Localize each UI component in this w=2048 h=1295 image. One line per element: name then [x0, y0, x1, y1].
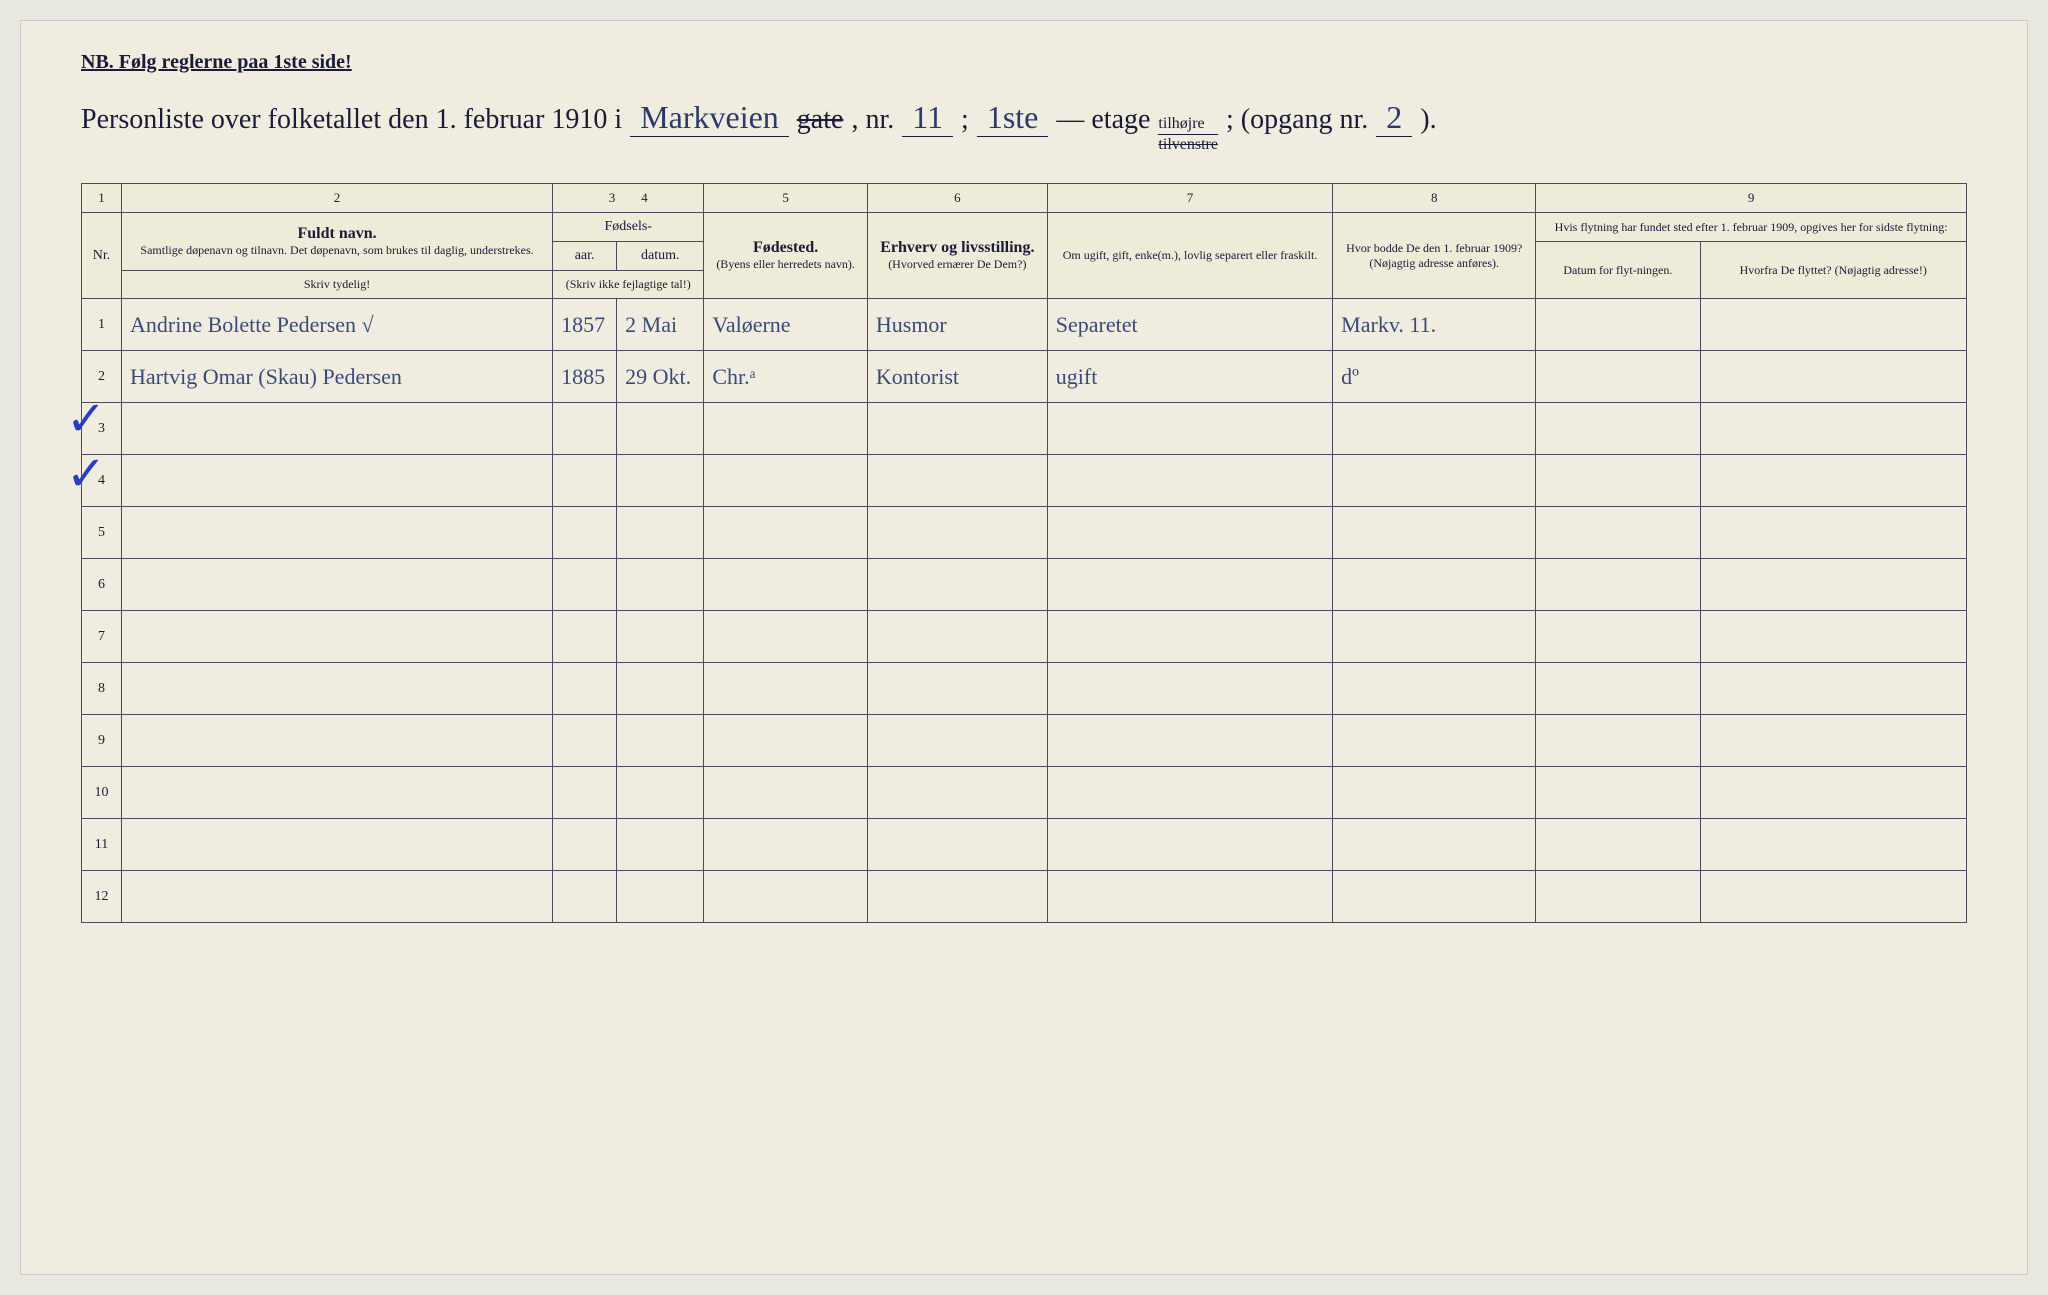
header-fodsels: Fødsels-: [553, 213, 704, 242]
table-row-empty: 11: [82, 819, 1967, 871]
table-body: 1 Andrine Bolette Pedersen √ 1857 2 Mai …: [82, 299, 1967, 923]
cell-flyt-hvorfra: [1700, 351, 1966, 403]
table-row-empty: 3: [82, 403, 1967, 455]
cell-fodested: Chr.ᵃ: [704, 351, 868, 403]
header-erhverv: Erhverv og livsstilling. (Hvorved ernære…: [867, 213, 1047, 299]
nb-instruction: NB. Følg reglerne paa 1ste side!: [81, 51, 1967, 74]
cell-flyt-datum: [1536, 299, 1700, 351]
colnum-9: 9: [1536, 184, 1967, 213]
cell-erhverv: Husmor: [867, 299, 1047, 351]
cell-aar: 1857: [553, 299, 617, 351]
row-nr: 6: [82, 559, 122, 611]
row-nr: 11: [82, 819, 122, 871]
table-row-empty: 12: [82, 871, 1967, 923]
etage-value: 1ste: [977, 99, 1049, 137]
table-row-empty: 7: [82, 611, 1967, 663]
fodested-sub: (Byens eller herredets navn).: [712, 257, 859, 272]
cell-datum: 2 Mai: [617, 299, 704, 351]
table-row: 1 Andrine Bolette Pedersen √ 1857 2 Mai …: [82, 299, 1967, 351]
colnum-6: 6: [867, 184, 1047, 213]
cell-flyt-hvorfra: [1700, 299, 1966, 351]
cell-ugift: Separetet: [1047, 299, 1332, 351]
tilvenstre: tilvenstre: [1158, 135, 1218, 153]
row-nr: 9: [82, 715, 122, 767]
gate-struck: gate: [797, 104, 844, 136]
nr-label: , nr.: [851, 104, 894, 136]
colnum-5: 5: [704, 184, 868, 213]
column-number-row: 1 2 3 4 5 6 7 8 9: [82, 184, 1967, 213]
header-row-main: Nr. Fuldt navn. Samtlige døpenavn og til…: [82, 213, 1967, 242]
row-nr: 10: [82, 767, 122, 819]
erhverv-main: Erhverv og livsstilling.: [876, 239, 1039, 257]
table-row-empty: 5: [82, 507, 1967, 559]
header-navn: Fuldt navn. Samtlige døpenavn og tilnavn…: [122, 213, 553, 271]
nr-value: 11: [902, 99, 953, 137]
row-nr: 4: [82, 455, 122, 507]
form-title-line: Personliste over folketallet den 1. febr…: [81, 99, 1967, 153]
semicolon-1: ;: [961, 104, 969, 136]
bodde-main: Hvor bodde De den 1. februar 1909?: [1341, 241, 1527, 256]
row-nr: 1: [82, 299, 122, 351]
header-bodde: Hvor bodde De den 1. februar 1909? (Nøja…: [1333, 213, 1536, 299]
opgang-label: ; (opgang nr.: [1226, 104, 1368, 136]
header-flytning: Hvis flytning har fundet sted efter 1. f…: [1536, 213, 1967, 242]
cell-navn: Andrine Bolette Pedersen √: [122, 299, 553, 351]
row-nr: 2: [82, 351, 122, 403]
cell-bodde: dº: [1333, 351, 1536, 403]
table-row-empty: 8: [82, 663, 1967, 715]
row-nr: 7: [82, 611, 122, 663]
table-row-empty: 9: [82, 715, 1967, 767]
table-row: 2 Hartvig Omar (Skau) Pedersen 1885 29 O…: [82, 351, 1967, 403]
row-nr: 8: [82, 663, 122, 715]
bodde-sub: (Nøjagtig adresse anføres).: [1341, 256, 1527, 271]
table-row-empty: 6: [82, 559, 1967, 611]
colnum-1: 1: [82, 184, 122, 213]
colnum-2: 2: [122, 184, 553, 213]
header-fodested: Fødested. (Byens eller herredets navn).: [704, 213, 868, 299]
etage-label: — etage: [1056, 104, 1150, 136]
header-datum: datum.: [617, 242, 704, 271]
fodsels-note: (Skriv ikke fejlagtige tal!): [553, 271, 704, 299]
tilhojre-tilvenstre: tilhøjre tilvenstre: [1158, 116, 1218, 153]
closing-paren: ).: [1420, 104, 1436, 136]
cell-aar: 1885: [553, 351, 617, 403]
header-ugift: Om ugift, gift, enke(m.), lovlig separer…: [1047, 213, 1332, 299]
census-form: ✓ ✓ NB. Følg reglerne paa 1ste side! Per…: [20, 20, 2028, 1275]
row-nr: 12: [82, 871, 122, 923]
street-name: Markveien: [630, 99, 789, 137]
header-nr: Nr.: [82, 213, 122, 299]
header-flyt-hvorfra: Hvorfra De flyttet? (Nøjagtig adresse!): [1700, 242, 1966, 299]
row-nr: 3: [82, 403, 122, 455]
navn-note: Skriv tydelig!: [122, 271, 553, 299]
opgang-value: 2: [1376, 99, 1412, 137]
tilhojre: tilhøjre: [1158, 116, 1218, 135]
erhverv-sub: (Hvorved ernærer De Dem?): [876, 257, 1039, 272]
cell-navn: Hartvig Omar (Skau) Pedersen: [122, 351, 553, 403]
navn-sub: Samtlige døpenavn og tilnavn. Det døpena…: [130, 243, 544, 258]
cell-erhverv: Kontorist: [867, 351, 1047, 403]
colnum-8: 8: [1333, 184, 1536, 213]
navn-main: Fuldt navn.: [130, 225, 544, 243]
row-nr: 5: [82, 507, 122, 559]
cell-bodde: Markv. 11.: [1333, 299, 1536, 351]
census-table: 1 2 3 4 5 6 7 8 9 Nr. Fuldt navn. Samtli…: [81, 183, 1967, 923]
cell-ugift: ugift: [1047, 351, 1332, 403]
table-row-empty: 4: [82, 455, 1967, 507]
cell-fodested: Valøerne: [704, 299, 868, 351]
header-aar: aar.: [553, 242, 617, 271]
header-flyt-datum: Datum for flyt-ningen.: [1536, 242, 1700, 299]
colnum-34: 3 4: [553, 184, 704, 213]
colnum-7: 7: [1047, 184, 1332, 213]
table-row-empty: 10: [82, 767, 1967, 819]
cell-datum: 29 Okt.: [617, 351, 704, 403]
cell-flyt-datum: [1536, 351, 1700, 403]
title-prefix: Personliste over folketallet den 1. febr…: [81, 104, 622, 136]
fodested-main: Fødested.: [712, 239, 859, 257]
